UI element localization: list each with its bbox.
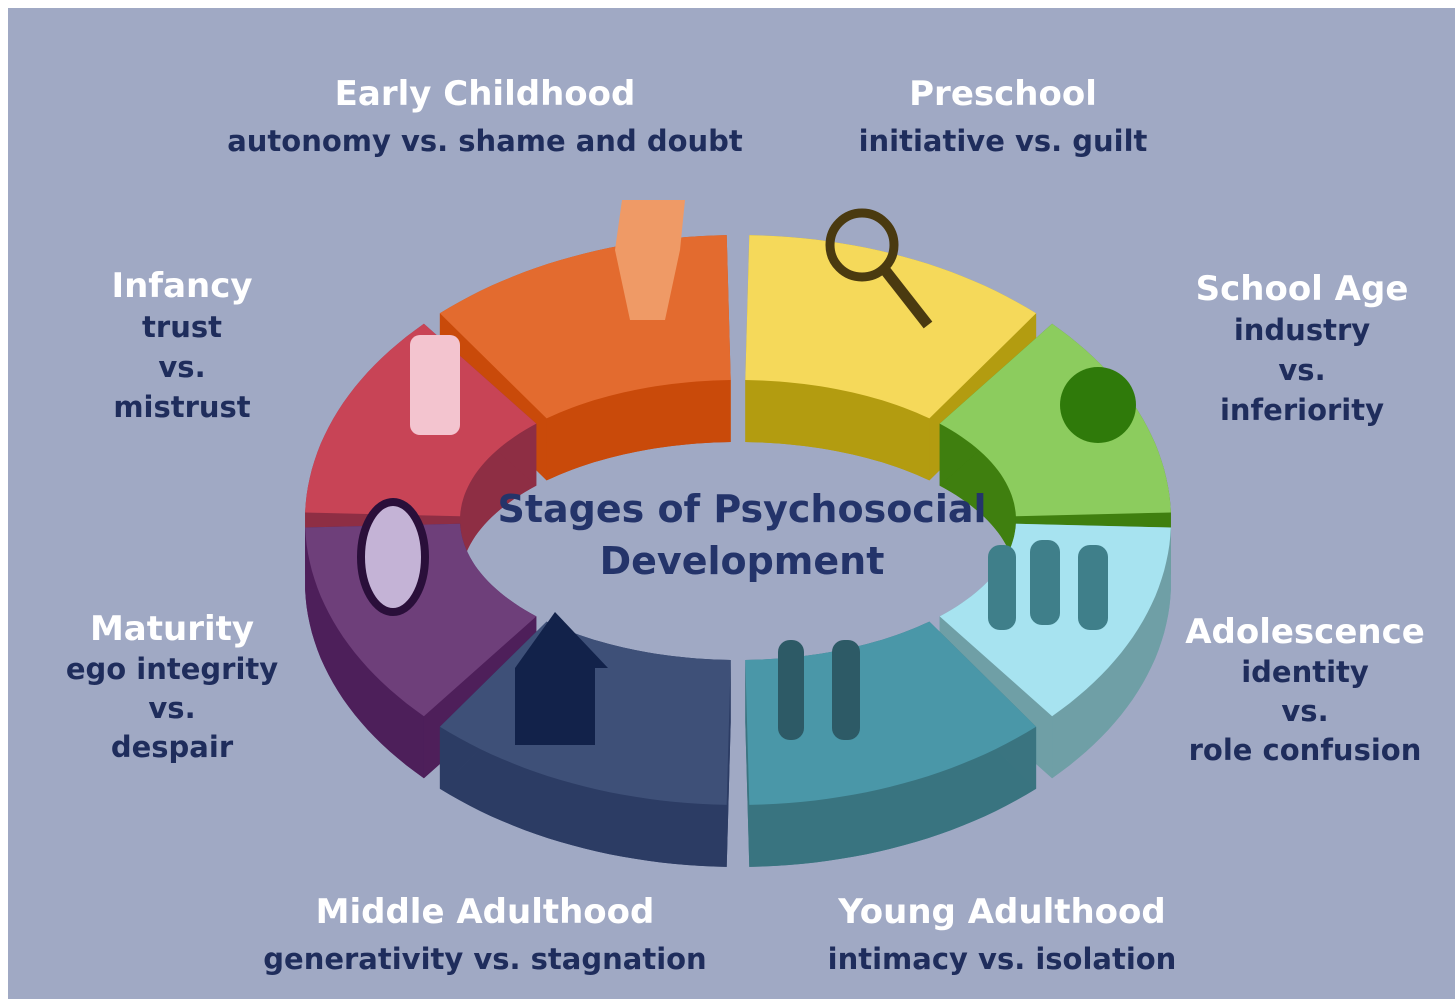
stage-conflict: autonomy vs. shame and doubt: [227, 124, 743, 158]
stage-conflict: mistrust: [113, 390, 250, 424]
stage-conflict: ego integrity: [66, 652, 278, 686]
stage-name: Early Childhood: [335, 74, 636, 114]
stage-conflict: industry: [1234, 313, 1370, 347]
stage-conflict: vs.: [148, 691, 195, 725]
apple-icon: [1060, 367, 1136, 443]
stage-name: Young Adulthood: [837, 892, 1165, 932]
stage-conflict: vs.: [1278, 353, 1325, 387]
stage-name: Adolescence: [1185, 612, 1425, 652]
mirror-icon: [361, 502, 425, 612]
stage-conflict: trust: [142, 310, 222, 344]
infographic: Stages of Psychosocial Development Early C…: [0, 0, 1455, 999]
bottle-icon: [410, 335, 460, 435]
stage-conflict: generativity vs. stagnation: [263, 942, 706, 976]
stage-conflict: initiative vs. guilt: [859, 124, 1148, 158]
stage-conflict: vs.: [1281, 694, 1328, 728]
center-title: Stages of Psychosocial: [497, 487, 986, 531]
stage-conflict: despair: [111, 730, 234, 764]
center-title: Development: [600, 539, 885, 583]
stage-name: Middle Adulthood: [316, 892, 655, 932]
stage-conflict: vs.: [158, 350, 205, 384]
stage-conflict: inferiority: [1220, 393, 1384, 427]
stage-conflict: intimacy vs. isolation: [828, 942, 1177, 976]
page: Stages of Psychosocial Development Early C…: [0, 0, 1455, 999]
stage-name: Preschool: [909, 74, 1097, 114]
stage-name: Infancy: [111, 266, 252, 306]
stage-name: School Age: [1196, 269, 1409, 309]
stage-conflict: identity: [1241, 655, 1369, 689]
stage-name: Maturity: [90, 609, 254, 649]
people-icon: [988, 540, 1108, 630]
stage-conflict: role confusion: [1189, 733, 1422, 767]
